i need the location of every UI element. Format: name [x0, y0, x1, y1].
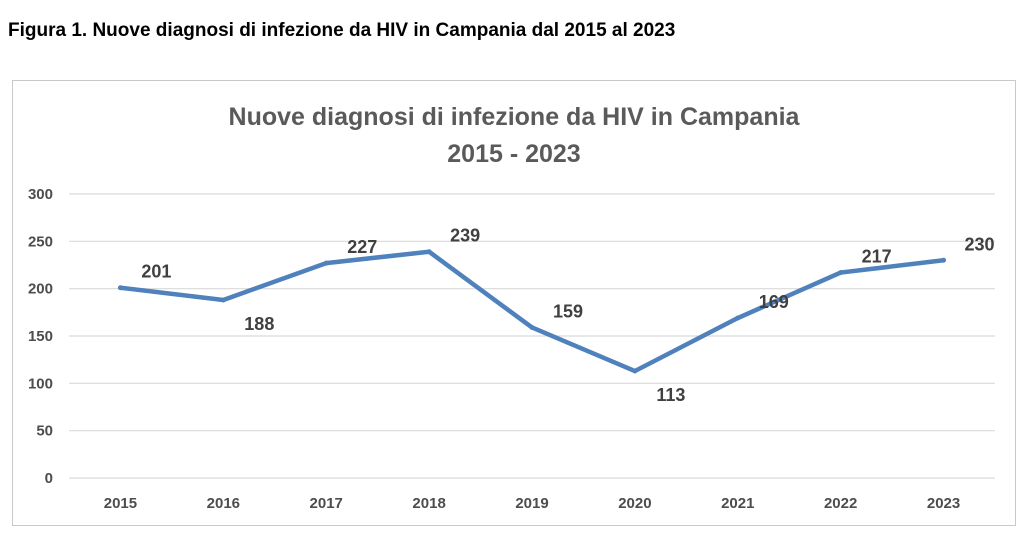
chart-title: Nuove diagnosi di infezione da HIV in Ca… — [229, 103, 801, 168]
series-lines — [117, 249, 947, 374]
data-label: 113 — [656, 385, 685, 405]
data-point — [220, 297, 226, 303]
x-tick-label: 2019 — [515, 495, 548, 512]
data-point — [632, 368, 638, 374]
data-point — [117, 285, 123, 291]
chart-title-line: Nuove diagnosi di infezione da HIV in Ca… — [229, 103, 801, 131]
y-tick-label: 100 — [28, 375, 53, 392]
gridlines — [69, 193, 995, 479]
data-point — [735, 315, 741, 321]
data-point — [323, 260, 329, 266]
x-tick-label: 2022 — [824, 495, 857, 512]
y-tick-label: 250 — [28, 233, 53, 250]
data-point — [426, 249, 432, 255]
data-label: 217 — [862, 247, 892, 267]
data-label: 159 — [553, 301, 583, 321]
y-tick-label: 200 — [28, 281, 53, 298]
x-tick-label: 2016 — [207, 495, 240, 512]
series-line — [118, 249, 946, 374]
x-axis-ticks: 2015 2016 2017 2018 2019 2020 2021 2022 2023 — [104, 495, 960, 512]
data-label: 227 — [347, 237, 377, 257]
data-label: 169 — [759, 292, 789, 312]
data-label: 230 — [965, 234, 995, 254]
data-point — [838, 270, 844, 276]
data-label: 201 — [141, 262, 171, 282]
x-tick-label: 2023 — [927, 495, 960, 512]
y-tick-label: 0 — [45, 470, 53, 487]
data-label: 188 — [244, 314, 274, 334]
y-tick-label: 50 — [36, 423, 53, 440]
y-tick-label: 150 — [28, 328, 53, 345]
x-tick-label: 2015 — [104, 495, 137, 512]
line-chart: Nuove diagnosi di infezione da HIV in Ca… — [28, 103, 995, 512]
data-label: 239 — [450, 226, 480, 246]
x-tick-label: 2021 — [721, 495, 754, 512]
x-tick-label: 2018 — [412, 495, 445, 512]
x-tick-label: 2017 — [310, 495, 343, 512]
data-labels: 201 188 227 239 159 113 169 217 230 — [141, 226, 994, 405]
x-tick-label: 2020 — [618, 495, 651, 512]
chart-title-line: 2015 - 2023 — [447, 140, 580, 168]
y-axis-ticks: 0 50 100 150 200 250 300 — [28, 186, 53, 487]
y-tick-label: 300 — [28, 186, 53, 203]
figure-caption: Figura 1. Nuove diagnosi di infezione da… — [8, 20, 676, 41]
data-point — [941, 257, 947, 263]
chart-frame: Nuove diagnosi di infezione da HIV in Ca… — [12, 80, 1016, 526]
data-point — [529, 324, 535, 330]
